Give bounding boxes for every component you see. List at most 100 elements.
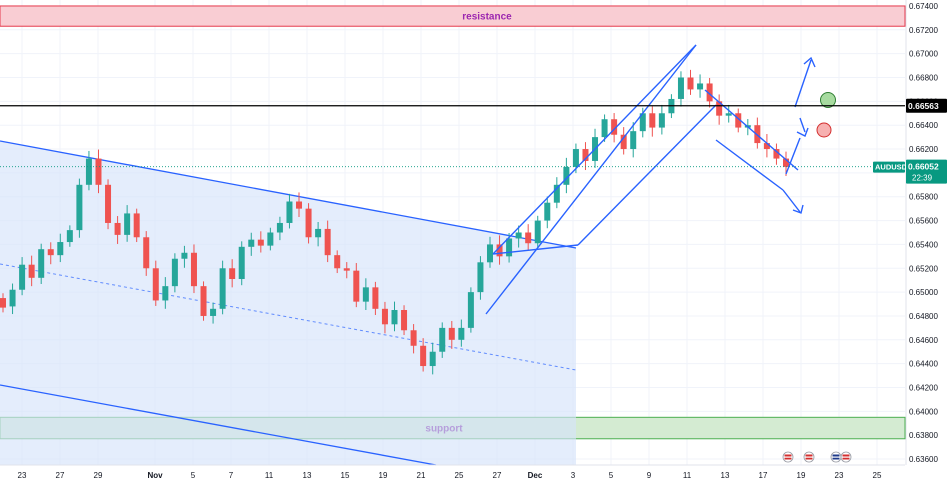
candle-body <box>210 308 217 316</box>
bearish-arrow-head[interactable] <box>792 204 804 214</box>
candle-body <box>649 113 656 128</box>
candle-body <box>372 287 379 309</box>
candle-body <box>391 310 398 325</box>
candle-body <box>105 184 112 223</box>
candle-body <box>296 201 303 209</box>
candle-body <box>95 158 102 185</box>
price-axis[interactable]: 0.674000.672000.670000.668000.666000.664… <box>905 0 948 480</box>
channel-lower-line[interactable] <box>0 384 437 466</box>
time-tick-label: 13 <box>721 471 730 480</box>
candle-body <box>276 222 283 233</box>
bearish-arrow-shaft[interactable] <box>782 189 801 213</box>
candle-body <box>544 202 551 221</box>
candle-body <box>525 232 532 244</box>
candle-body <box>410 330 417 346</box>
time-tick-label: 5 <box>191 471 196 480</box>
price-tick-label: 0.65600 <box>909 217 938 226</box>
bearish-target-marker[interactable] <box>816 122 832 138</box>
time-tick-label: 9 <box>647 471 652 480</box>
candle-body <box>773 149 780 159</box>
ascending-channel-upper-line[interactable] <box>492 44 697 255</box>
candle-body <box>181 252 188 259</box>
bullish-arrow-head[interactable] <box>803 56 816 68</box>
bullish-target-marker[interactable] <box>820 92 836 108</box>
candle-body <box>515 232 522 239</box>
candle-body <box>9 289 16 307</box>
current-price-tag: 0.66052 22:39 <box>906 159 947 184</box>
candle-body <box>238 246 245 279</box>
time-axis[interactable]: 23 27 29 Nov 5 7 11 13 15 19 21 25 27 Dec 3 5 9 11 13 17 19 2… <box>0 464 905 480</box>
drawings-layer[interactable] <box>485 44 836 315</box>
bullish-arrow-shaft[interactable] <box>794 59 812 108</box>
time-tick-label: 3 <box>571 471 576 480</box>
candle-body <box>687 77 694 90</box>
candle-body <box>735 113 742 128</box>
candles-layer <box>0 69 789 375</box>
candle-body <box>630 131 637 150</box>
price-tick-label: 0.64400 <box>909 360 938 369</box>
time-tick-label: 23 <box>18 471 27 480</box>
candle-body <box>506 238 513 257</box>
time-tick-label: 5 <box>609 471 614 480</box>
candle-body <box>162 286 169 301</box>
candle-body <box>458 327 465 340</box>
falling-channel-lower-line[interactable] <box>715 139 784 191</box>
price-tick-label: 0.66400 <box>909 121 938 130</box>
retest-arrow-up-shaft[interactable] <box>785 137 801 175</box>
price-axis-background <box>906 0 948 480</box>
candle-body <box>429 351 436 367</box>
event-flag-band <box>784 456 792 458</box>
candle-body <box>152 268 159 301</box>
event-flag-band <box>842 456 850 458</box>
candle-body <box>305 208 312 238</box>
candle-body <box>38 249 45 278</box>
candle-body <box>448 327 455 340</box>
time-tick-label: 19 <box>797 471 806 480</box>
candle-body <box>401 310 408 331</box>
falling-channel-upper-line[interactable] <box>704 89 799 171</box>
ascending-channel-connector[interactable] <box>492 244 579 255</box>
retest-arrow-down-shaft[interactable] <box>799 117 806 133</box>
candle-body <box>477 262 484 293</box>
candle-body <box>553 184 560 203</box>
time-tick-label: 27 <box>56 471 65 480</box>
candle-body <box>677 77 684 99</box>
candle-body <box>486 244 493 263</box>
time-tick-label: 23 <box>835 471 844 480</box>
time-tick-label: 7 <box>229 471 234 480</box>
candle-body <box>763 143 770 150</box>
candle-body <box>47 249 54 256</box>
resistance-zone[interactable] <box>0 5 906 27</box>
retest-arrow-head[interactable] <box>796 127 809 137</box>
time-tick-label: 15 <box>341 471 350 480</box>
channel-shading <box>0 141 576 465</box>
candle-body <box>496 244 503 257</box>
candle-body <box>611 119 618 135</box>
candle-body <box>114 222 121 235</box>
candle-body <box>620 134 627 150</box>
price-tick-label: 0.67000 <box>909 50 938 59</box>
price-tick-label: 0.64200 <box>909 384 938 393</box>
candle-body <box>467 292 474 328</box>
candle-body <box>697 83 704 90</box>
economic-events[interactable] <box>782 451 852 463</box>
ascending-channel-mid-line[interactable] <box>577 104 717 246</box>
candle-body <box>286 201 293 223</box>
candle-body <box>190 252 197 287</box>
candle-body <box>57 242 64 256</box>
price-tick-label: 0.65800 <box>909 193 938 202</box>
candle-body <box>324 228 331 256</box>
price-tick-label: 0.65400 <box>909 240 938 249</box>
channel-median-line[interactable] <box>0 263 577 371</box>
time-tick-label: 11 <box>683 471 692 480</box>
candle-body <box>133 213 140 238</box>
candle-body <box>362 287 369 302</box>
ascending-channel-lower-line[interactable] <box>485 44 697 315</box>
price-tick-label: 0.63600 <box>909 455 938 464</box>
candle-body <box>28 264 35 278</box>
price-tick-label: 0.64800 <box>909 312 938 321</box>
price-tick-label: 0.64000 <box>909 407 938 416</box>
candle-body <box>353 270 360 302</box>
